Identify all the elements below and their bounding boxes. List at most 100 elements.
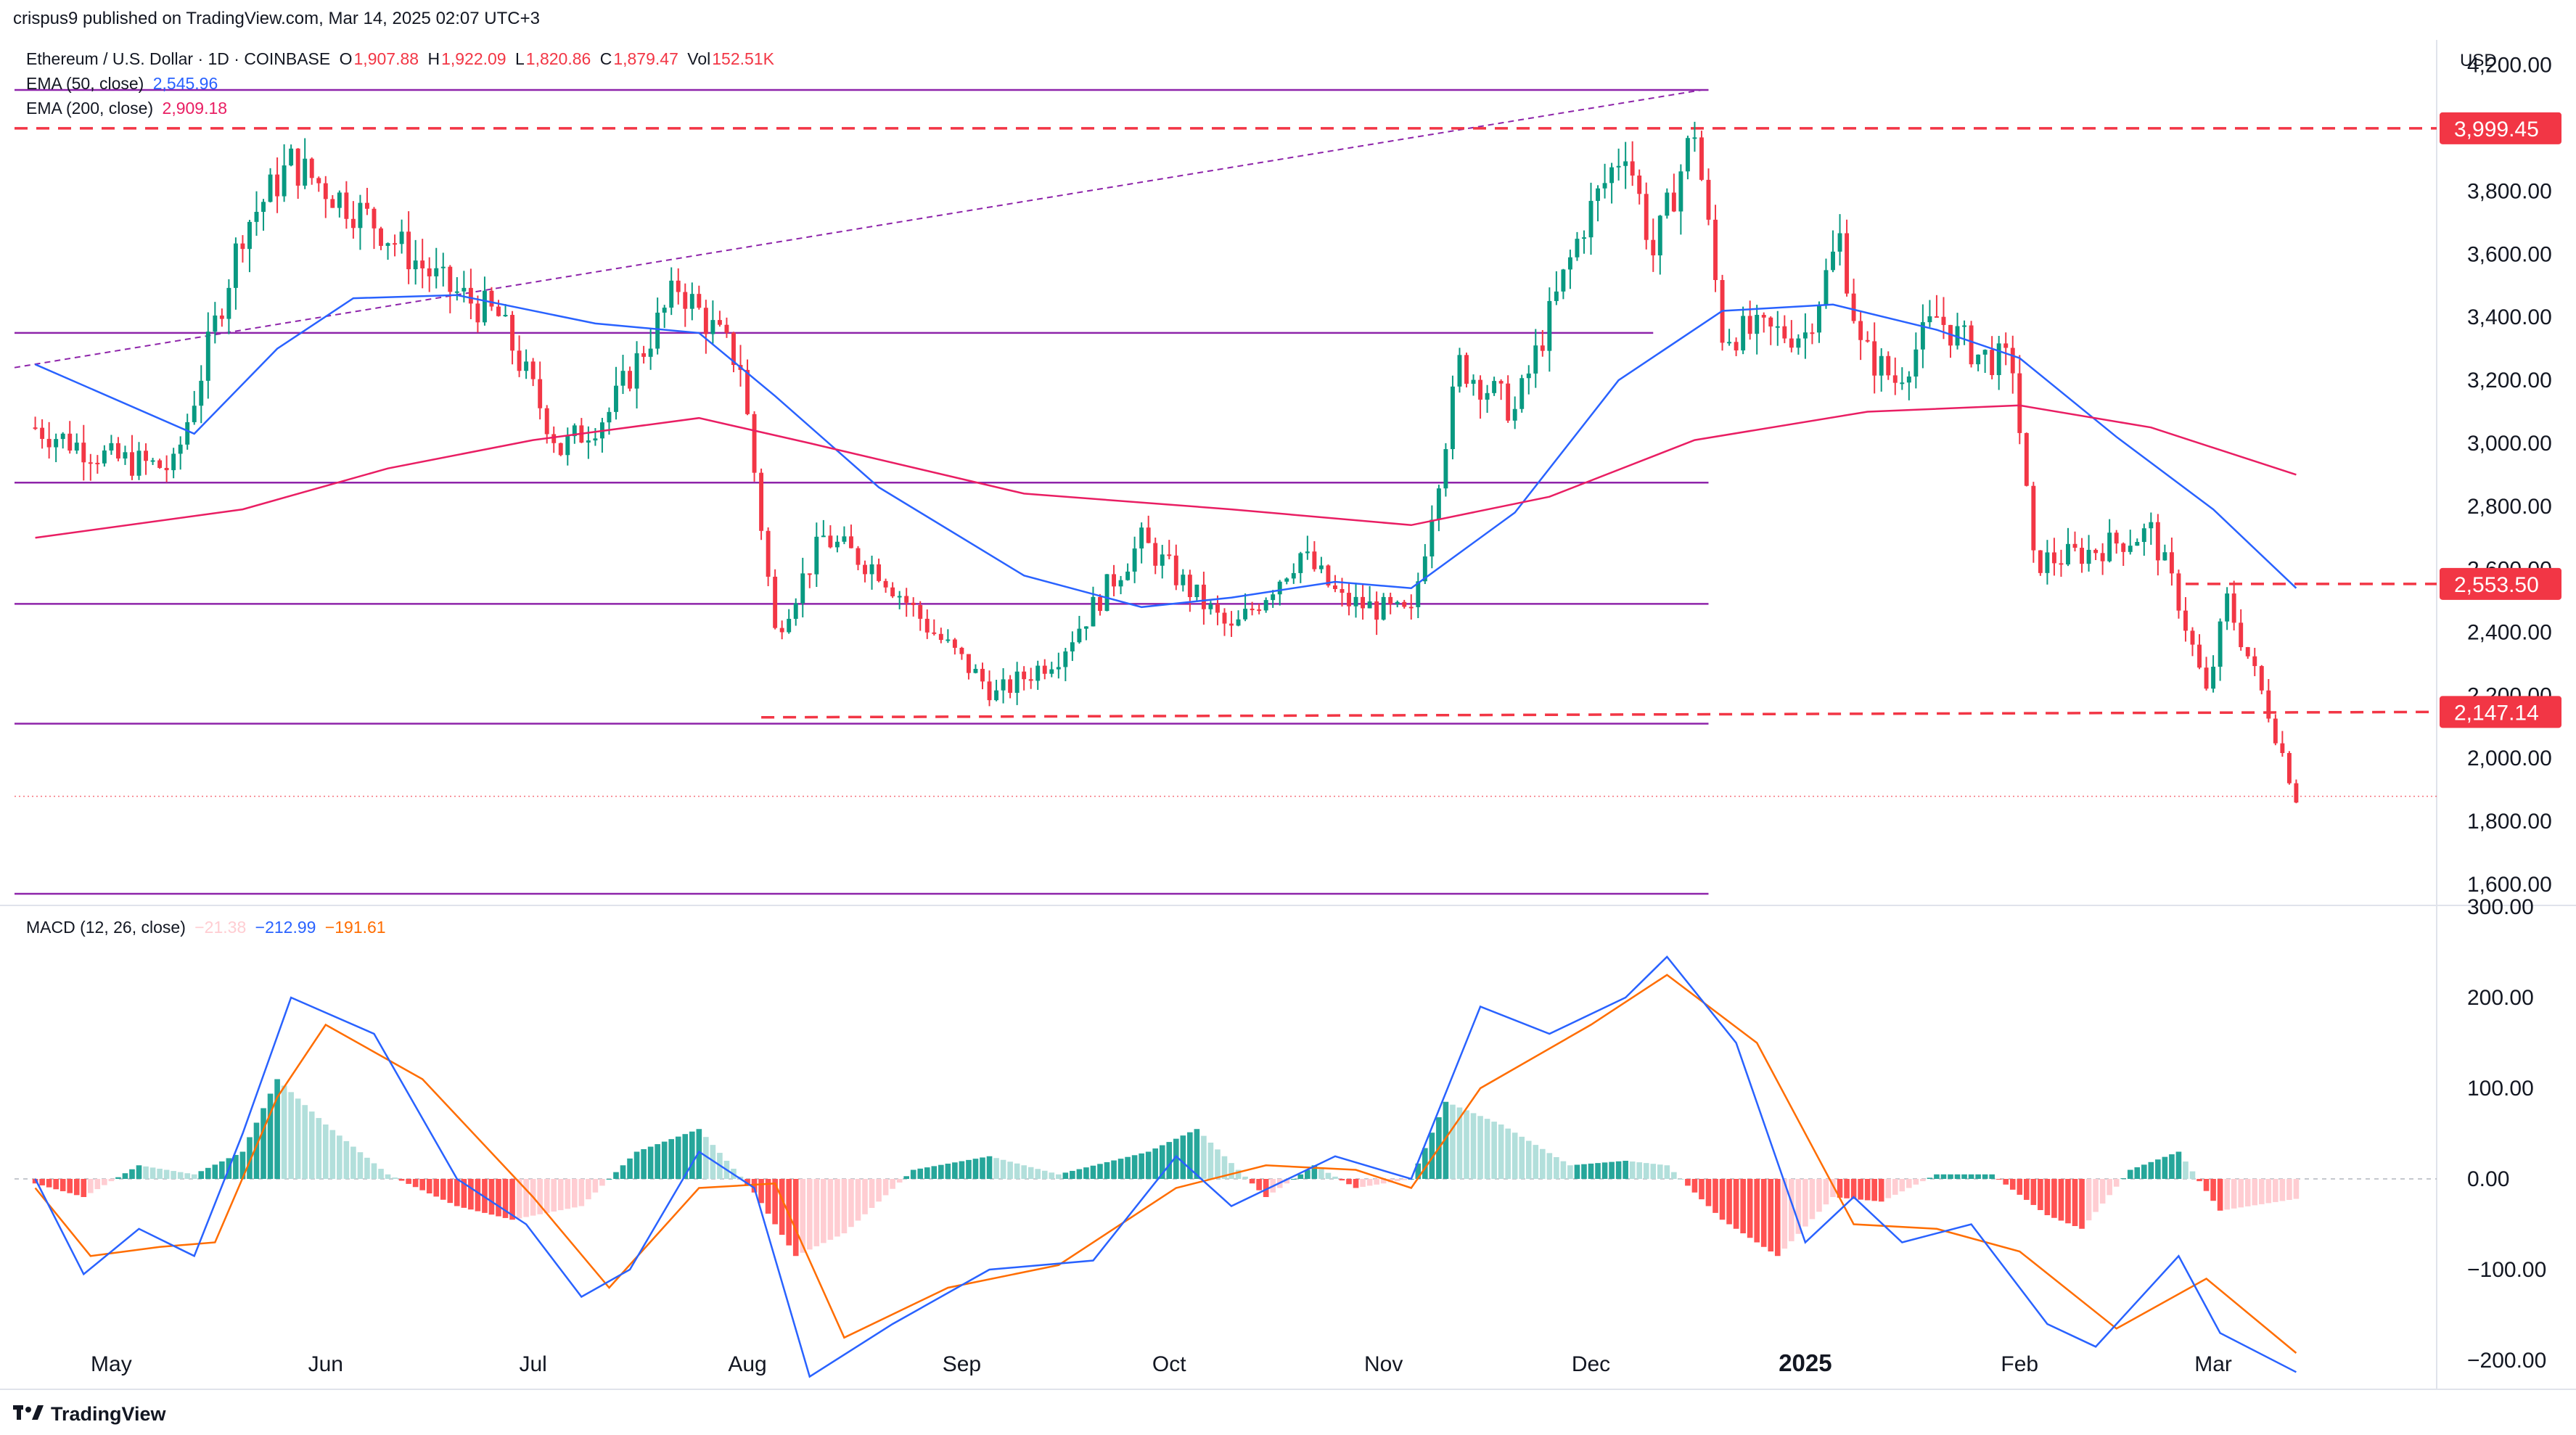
candle-body bbox=[814, 536, 819, 575]
candle-body bbox=[2031, 485, 2036, 551]
macd-histogram-bar bbox=[1173, 1138, 1179, 1179]
macd-histogram-bar bbox=[1346, 1179, 1352, 1185]
candle-body bbox=[2024, 432, 2029, 486]
macd-histogram-bar bbox=[447, 1179, 454, 1204]
candle-body bbox=[178, 444, 183, 454]
candle-body bbox=[95, 462, 100, 464]
macd-histogram-bar bbox=[592, 1179, 599, 1193]
macd-histogram-bar bbox=[406, 1179, 411, 1184]
candle-body bbox=[1263, 600, 1268, 611]
candle-body bbox=[323, 183, 328, 200]
ema200-legend[interactable]: EMA (200, close) 2,909.18 bbox=[26, 99, 231, 118]
macd-histogram-bar bbox=[1511, 1132, 1518, 1179]
candle-body bbox=[869, 564, 874, 575]
macd-histogram-bar bbox=[1187, 1132, 1193, 1179]
candle-body bbox=[821, 535, 826, 538]
macd-histogram-bar bbox=[1802, 1179, 1808, 1227]
macd-histogram-bar bbox=[1228, 1163, 1234, 1179]
macd-histogram-bar bbox=[1443, 1101, 1449, 1179]
candle-body bbox=[1077, 628, 1082, 643]
candle-body bbox=[295, 148, 300, 186]
candle-body bbox=[1070, 642, 1075, 651]
price-tick-label: 3,000.00 bbox=[2467, 432, 2552, 456]
candle-body bbox=[2072, 543, 2077, 548]
candle-body bbox=[427, 268, 432, 276]
candle-body bbox=[2066, 543, 2070, 565]
macd-histogram-bar bbox=[419, 1179, 425, 1191]
macd-tick-label: 100.00 bbox=[2467, 1077, 2534, 1101]
candle-body bbox=[1035, 665, 1041, 681]
macd-histogram-bar bbox=[1360, 1179, 1366, 1187]
macd-histogram-bar bbox=[2244, 1179, 2251, 1206]
candle-body bbox=[2266, 690, 2271, 719]
candle-body bbox=[793, 603, 798, 620]
candle-body bbox=[157, 460, 163, 468]
macd-value: −212.99 bbox=[255, 918, 316, 937]
macd-histogram-bar bbox=[1533, 1145, 1539, 1179]
macd-histogram-bar bbox=[890, 1179, 895, 1189]
candle-body bbox=[959, 647, 964, 654]
macd-histogram-bar bbox=[751, 1179, 758, 1193]
macd-histogram-bar bbox=[2099, 1179, 2106, 1204]
macd-histogram-bar bbox=[627, 1158, 633, 1179]
macd-histogram-bar bbox=[1540, 1148, 1546, 1179]
macd-histogram-bar bbox=[2183, 1161, 2189, 1179]
macd-histogram-bar bbox=[1989, 1174, 1995, 1179]
macd-histogram-bar bbox=[537, 1179, 543, 1214]
macd-legend[interactable]: MACD (12, 26, close) −21.38 −212.99 −191… bbox=[26, 918, 390, 937]
macd-histogram-bar bbox=[2093, 1179, 2099, 1212]
candle-body bbox=[448, 266, 453, 292]
candle-body bbox=[1450, 386, 1455, 450]
macd-histogram-bar bbox=[302, 1105, 308, 1179]
macd-histogram-bar bbox=[2107, 1179, 2112, 1196]
candle-body bbox=[620, 371, 625, 386]
candle-body bbox=[1982, 350, 1988, 355]
macd-histogram-bar bbox=[917, 1168, 924, 1179]
macd-histogram-bar bbox=[834, 1179, 840, 1237]
candle-body bbox=[849, 536, 853, 548]
macd-histogram-bar bbox=[1394, 1179, 1400, 1182]
ema50-legend[interactable]: EMA (50, close) 2,545.96 bbox=[26, 74, 222, 94]
candle-body bbox=[1665, 192, 1670, 216]
candle-body bbox=[2135, 542, 2140, 546]
macd-histogram-bar bbox=[1339, 1179, 1345, 1181]
macd-histogram-bar bbox=[2252, 1179, 2258, 1206]
candle-body bbox=[67, 433, 73, 451]
candle-body bbox=[1657, 215, 1662, 255]
candle-body bbox=[1318, 565, 1324, 570]
candle-body bbox=[544, 408, 549, 435]
macd-histogram-bar bbox=[1948, 1174, 1953, 1179]
macd-histogram-bar bbox=[1546, 1153, 1553, 1179]
candle-body bbox=[572, 425, 577, 437]
high-value: 1,922.09 bbox=[441, 49, 506, 68]
macd-histogram-bar bbox=[1035, 1169, 1041, 1179]
macd-histogram-bar bbox=[171, 1171, 176, 1179]
time-tick-label: May bbox=[91, 1352, 132, 1376]
tradingview-brand[interactable]: TradingView bbox=[13, 1403, 166, 1426]
candle-body bbox=[226, 287, 231, 319]
candle-body bbox=[462, 287, 467, 292]
macd-histogram-bar bbox=[2224, 1179, 2230, 1210]
macd-histogram-bar bbox=[1498, 1124, 1504, 1179]
macd-signal-line bbox=[34, 974, 2297, 1354]
macd-histogram-bar bbox=[2030, 1179, 2037, 1205]
candle-body bbox=[1367, 601, 1372, 609]
candle-body bbox=[980, 668, 985, 682]
macd-histogram-bar bbox=[1968, 1174, 1974, 1179]
candle-body bbox=[385, 243, 390, 246]
macd-histogram-bar bbox=[509, 1179, 515, 1220]
candle-body bbox=[344, 192, 349, 219]
macd-histogram-bar bbox=[1691, 1179, 1698, 1193]
candle-body bbox=[1340, 588, 1345, 593]
symbol-legend[interactable]: Ethereum / U.S. Dollar · 1D · COINBASE O… bbox=[26, 49, 779, 69]
candle-body bbox=[1671, 192, 1676, 212]
macd-histogram-bar bbox=[2162, 1156, 2168, 1179]
candle-body bbox=[1561, 269, 1566, 292]
low-label: L bbox=[514, 49, 525, 68]
macd-histogram-bar bbox=[869, 1179, 875, 1208]
candle-body bbox=[81, 443, 86, 463]
macd-histogram-bar bbox=[1601, 1162, 1608, 1179]
candle-body bbox=[2204, 667, 2209, 689]
macd-histogram-bar bbox=[1070, 1170, 1075, 1179]
macd-histogram-bar bbox=[1505, 1128, 1511, 1179]
